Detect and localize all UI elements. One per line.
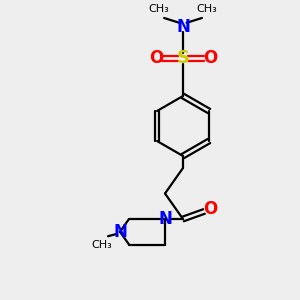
Text: N: N bbox=[113, 223, 127, 241]
Text: S: S bbox=[176, 50, 190, 68]
Text: N: N bbox=[158, 210, 172, 228]
Text: CH₃: CH₃ bbox=[148, 4, 170, 14]
Text: O: O bbox=[203, 200, 217, 217]
Text: CH₃: CH₃ bbox=[196, 4, 218, 14]
Text: O: O bbox=[149, 50, 163, 68]
Text: CH₃: CH₃ bbox=[92, 240, 112, 250]
Text: N: N bbox=[176, 18, 190, 36]
Text: O: O bbox=[203, 50, 217, 68]
